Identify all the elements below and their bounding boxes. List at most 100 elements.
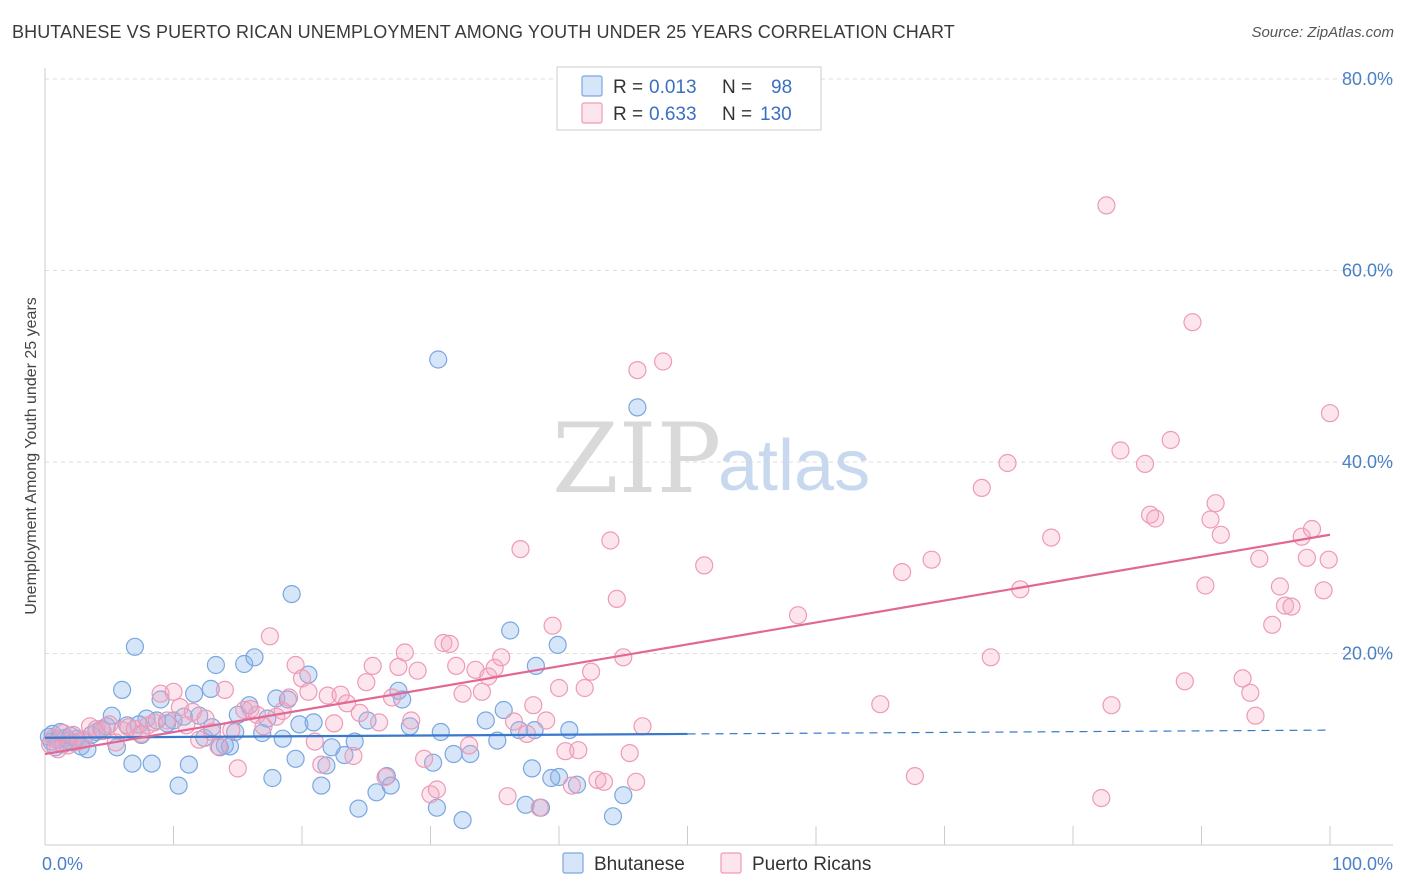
puerto-ricans-point-64 xyxy=(440,634,459,654)
puerto-ricans-point-46 xyxy=(325,714,344,733)
puerto-ricans-point-43 xyxy=(305,732,324,751)
chart-title: BHUTANESE VS PUERTO RICAN UNEMPLOYMENT A… xyxy=(12,22,955,42)
bhutanese-point-82 xyxy=(522,759,542,778)
puerto-ricans-point-50 xyxy=(350,703,369,723)
bhutanese-point-38 xyxy=(201,679,220,699)
puerto-ricans-point-49 xyxy=(344,746,363,766)
bhutanese-point-64 xyxy=(358,711,377,730)
puerto-ricans-point-44 xyxy=(312,755,331,774)
puerto-ricans-point-65 xyxy=(447,656,466,676)
bhutanese-point-51 xyxy=(273,729,292,748)
puerto-ricans-point-92 xyxy=(620,743,639,763)
bhutanese-point-62 xyxy=(345,732,364,751)
bhutanese-point-55 xyxy=(290,715,309,734)
puerto-ricans-point-112 xyxy=(1135,454,1155,473)
puerto-ricans-point-86 xyxy=(581,662,601,681)
puerto-ricans-point-79 xyxy=(537,711,556,730)
legend-box xyxy=(556,66,822,131)
puerto-ricans-point-53 xyxy=(370,713,389,732)
bhutanese-point-77 xyxy=(488,731,507,750)
bhutanese-point-67 xyxy=(381,776,400,795)
watermark: ZIP atlas xyxy=(552,403,870,515)
bhutanese-point-78 xyxy=(494,700,513,720)
puerto-ricans-point-110 xyxy=(1102,696,1121,715)
legend-n-label-2: N = xyxy=(722,104,752,125)
series-puerto-ricans-points xyxy=(40,196,1340,817)
bhutanese-point-94 xyxy=(603,807,623,826)
bhutanese-point-27 xyxy=(142,754,161,773)
x-tick-label-1: 100.0% xyxy=(1332,854,1393,874)
bhutanese-point-86 xyxy=(560,720,579,740)
puerto-ricans-point-117 xyxy=(1183,313,1202,332)
puerto-ricans-point-72 xyxy=(492,648,511,667)
y-tick-labels: 20.0% 40.0% 60.0% 80.0% xyxy=(1342,69,1393,664)
puerto-ricans-point-85 xyxy=(575,678,594,698)
bhutanese-point-54 xyxy=(286,749,305,768)
puerto-ricans-point-101 xyxy=(905,766,925,786)
bhutanese-point-71 xyxy=(424,753,443,772)
bhutanese-point-90 xyxy=(542,768,561,788)
legend-r-value-1: 0.013 xyxy=(649,77,697,98)
legend-r-label-2: R = xyxy=(613,104,643,125)
x-tick-label-0: 0.0% xyxy=(42,854,83,874)
axes xyxy=(44,68,1393,846)
puerto-ricans-point-57 xyxy=(395,643,414,662)
puerto-ricans-point-84 xyxy=(569,741,588,760)
legend-r-value-2: 0.633 xyxy=(649,104,697,125)
bhutanese-point-73 xyxy=(431,722,450,742)
y-tick-label-2: 60.0% xyxy=(1342,261,1393,281)
puerto-ricans-point-80 xyxy=(543,616,562,635)
bhutanese-point-75 xyxy=(453,810,472,830)
puerto-ricans-point-63 xyxy=(434,633,453,653)
puerto-ricans-point-45 xyxy=(318,686,337,705)
puerto-ricans-point-54 xyxy=(376,767,395,787)
legend-r-label-1: R = xyxy=(613,77,643,98)
bhutanese-point-87 xyxy=(567,775,587,794)
bhutanese-point-21 xyxy=(112,680,132,700)
puerto-ricans-point-102 xyxy=(922,550,941,569)
puerto-ricans-point-125 xyxy=(1250,549,1269,568)
puerto-ricans-point-62 xyxy=(427,780,446,799)
puerto-ricans-point-90 xyxy=(607,589,626,609)
legend-swatch-puerto-ricans xyxy=(581,102,603,124)
bhutanese-point-66 xyxy=(377,766,396,786)
puerto-ricans-point-93 xyxy=(626,772,646,791)
bhutanese-trend-extension xyxy=(687,729,1331,735)
bhutanese-point-53 xyxy=(282,584,301,604)
legend-n-value-2: 130 xyxy=(760,104,792,125)
puerto-ricans-point-128 xyxy=(1275,596,1295,615)
legend-n-label-1: N = xyxy=(722,77,752,98)
bhutanese-point-24 xyxy=(125,637,144,656)
puerto-ricans-point-114 xyxy=(1146,509,1165,528)
puerto-ricans-trend-line xyxy=(44,533,1331,756)
puerto-ricans-point-39 xyxy=(280,688,299,707)
puerto-ricans-point-122 xyxy=(1233,669,1252,688)
puerto-ricans-point-67 xyxy=(460,736,479,755)
puerto-ricans-point-60 xyxy=(415,749,434,768)
puerto-ricans-point-97 xyxy=(695,556,714,575)
bhutanese-point-44 xyxy=(235,654,254,674)
bhutanese-point-79 xyxy=(501,621,520,640)
puerto-ricans-point-36 xyxy=(260,627,279,646)
bhutanese-point-85 xyxy=(549,767,569,787)
bhutanese-point-88 xyxy=(548,635,567,655)
puerto-ricans-point-111 xyxy=(1111,441,1130,460)
y-tick-label-1: 40.0% xyxy=(1342,452,1393,472)
puerto-ricans-point-123 xyxy=(1241,683,1260,702)
puerto-ricans-point-118 xyxy=(1196,576,1215,595)
puerto-ricans-point-87 xyxy=(588,770,607,790)
bhutanese-point-91 xyxy=(476,711,495,730)
watermark-atlas: atlas xyxy=(718,426,870,506)
puerto-ricans-point-107 xyxy=(1042,528,1061,547)
puerto-ricans-point-83 xyxy=(562,776,582,795)
bhutanese-point-74 xyxy=(444,744,463,764)
puerto-ricans-point-135 xyxy=(1320,404,1340,423)
correlation-legend: R = 0.013 N = 98 R = 0.633 N = 130 xyxy=(556,66,822,131)
watermark-zip: ZIP xyxy=(552,403,721,515)
bhutanese-point-49 xyxy=(263,768,282,788)
puerto-ricans-point-77 xyxy=(524,696,543,715)
bottom-legend-bhutanese: Bhutanese xyxy=(594,854,685,875)
puerto-ricans-point-21 xyxy=(164,682,183,701)
bhutanese-point-81 xyxy=(516,795,535,814)
bhutanese-trend-line xyxy=(44,732,688,739)
